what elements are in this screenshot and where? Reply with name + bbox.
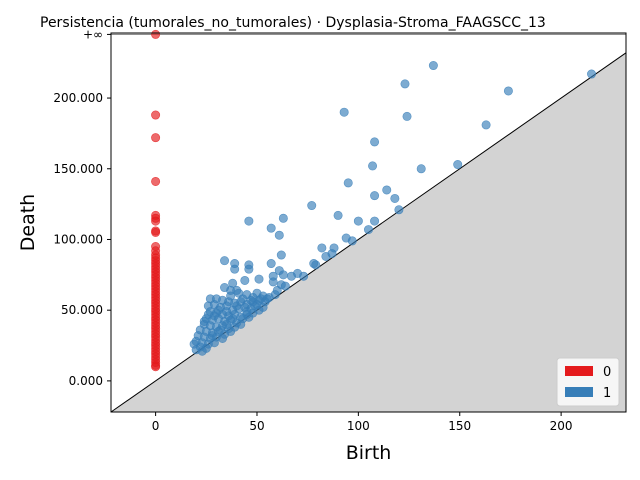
data-point-series-1 [333,210,343,220]
data-point-series-1 [272,285,282,295]
data-point-series-1 [368,161,378,171]
legend: 01 [556,357,620,407]
data-point-series-1 [339,107,349,117]
data-point-series-1 [402,111,412,121]
data-point-series-1 [370,137,380,147]
data-point-series-1 [400,79,410,89]
data-point-series-1 [274,230,284,240]
data-point-series-1 [416,164,426,174]
data-point-series-1 [587,69,597,79]
data-point-series-1 [222,319,232,329]
data-point-series-0 [151,110,161,120]
infinity-tick-label: +∞ [83,27,103,41]
y-axis-label: Death [17,194,39,251]
data-point-series-1 [226,326,236,336]
data-point-series-1 [244,216,254,226]
data-point-series-0 [151,227,161,237]
data-point-series-1 [226,291,236,301]
data-point-series-1 [317,243,327,253]
data-point-series-0 [151,176,161,186]
data-point-series-1 [240,275,250,285]
data-point-series-1 [199,316,209,326]
data-point-series-1 [503,86,513,96]
data-point-series-1 [428,61,438,71]
legend-label: 1 [603,386,611,401]
data-point-series-1 [382,185,392,195]
data-point-series-1 [453,160,463,170]
data-point-series-1 [246,295,256,305]
y-tick-label: 50.000 [61,303,103,317]
data-point-series-1 [390,193,400,203]
y-tick-label: 100.000 [53,232,103,246]
data-point-series-1 [238,294,248,304]
data-point-series-1 [299,271,309,281]
data-point-series-0 [151,216,161,226]
data-point-series-1 [280,281,290,291]
data-point-series-1 [213,305,223,315]
data-point-series-1 [266,223,276,233]
y-tick-label: 0.000 [69,374,103,388]
data-point-series-1 [353,216,363,226]
data-point-series-1 [266,259,276,269]
data-point-series-1 [197,346,207,356]
chart-title: Persistencia (tumorales_no_tumorales) · … [40,15,546,31]
y-tick-label: 150.000 [53,162,103,176]
data-point-series-1 [232,301,242,311]
data-point-series-1 [481,120,491,130]
data-point-series-1 [207,331,217,341]
data-point-series-0 [151,133,161,143]
data-point-series-1 [218,333,228,343]
data-point-series-1 [236,319,246,329]
x-axis-label: Birth [346,442,392,464]
data-point-series-0 [151,362,161,372]
data-point-series-1 [230,264,240,274]
y-tick-label: 200.000 [53,91,103,105]
data-point-series-1 [307,201,317,211]
data-point-series-1 [244,264,254,274]
data-point-series-1 [268,277,278,287]
data-point-series-1 [203,309,213,319]
data-point-series-1 [321,251,331,261]
data-point-series-1 [370,216,380,226]
data-point-series-1 [276,250,286,260]
data-point-series-1 [220,256,230,266]
x-tick-label: 200 [550,419,573,433]
data-point-series-1 [347,236,357,246]
data-point-series-1 [278,213,288,223]
legend-swatch [565,387,593,397]
x-tick-label: 50 [249,419,264,433]
data-point-series-1 [215,325,225,335]
data-point-series-1 [363,225,373,235]
data-point-series-1 [242,307,252,317]
data-point-series-1 [343,178,353,188]
data-point-series-0 [151,29,161,39]
data-point-series-1 [262,294,272,304]
data-point-series-1 [394,205,404,215]
data-point-series-1 [222,307,232,317]
data-point-series-1 [311,260,321,270]
x-tick-label: 150 [448,419,471,433]
legend-swatch [565,366,593,376]
data-point-series-1 [254,274,264,284]
data-point-series-1 [278,270,288,280]
axes-frame [110,32,627,413]
legend-label: 0 [603,365,611,380]
plot-area: 0 50 100 150 200 0.000 50.000 100.000 150.000 200… [53,27,627,433]
x-tick-label: 100 [347,419,370,433]
x-tick-label: 0 [152,419,160,433]
data-point-series-1 [228,314,238,324]
data-point-series-1 [370,191,380,201]
